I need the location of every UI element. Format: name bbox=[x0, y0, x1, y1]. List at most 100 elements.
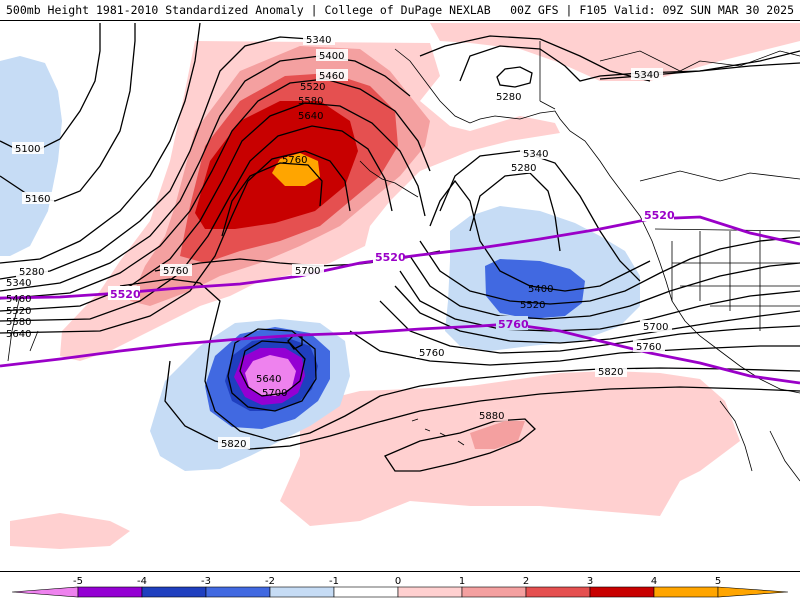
label-5640-top: 5640 bbox=[298, 111, 323, 122]
colorbar-segment bbox=[77, 586, 143, 598]
colorbar: -5 -4 -3 -2 -1 0 1 2 3 4 5 bbox=[0, 572, 800, 600]
label-5280-bering: 5280 bbox=[496, 92, 521, 103]
label-5460-top: 5460 bbox=[319, 71, 344, 82]
contour-5340-west bbox=[0, 36, 311, 280]
label-5700-east: 5700 bbox=[643, 322, 668, 333]
climo-label-5520-east: 5520 bbox=[644, 209, 675, 222]
contour-5760-inner bbox=[221, 162, 323, 237]
label-5520-gulf: 5520 bbox=[520, 300, 545, 311]
label-5400-gulf: 5400 bbox=[528, 284, 553, 295]
contour-east-5760 bbox=[349, 330, 800, 366]
label-5340-gulf: 5340 bbox=[523, 149, 548, 160]
colorbar-tick-label: 3 bbox=[587, 576, 593, 587]
label-5520-top: 5520 bbox=[300, 82, 325, 93]
colorbar-segment bbox=[589, 586, 655, 598]
label-5640-west: 5640 bbox=[6, 329, 31, 340]
label-5520-west: 5520 bbox=[6, 306, 31, 317]
colorbar-arrow-left bbox=[11, 586, 79, 598]
contour-gulf-1 bbox=[419, 35, 651, 82]
hawaii-islands bbox=[411, 418, 465, 446]
colorbar-tick-label: -1 bbox=[329, 576, 339, 587]
label-5760-mid: 5760 bbox=[163, 266, 188, 277]
contour-east-5700 bbox=[379, 300, 800, 354]
label-5760-ridge: 5760 bbox=[282, 155, 307, 166]
contour-labels: 5340 5400 5460 5520 5580 5640 5760 5100 … bbox=[6, 33, 672, 450]
positive-anomaly-light-pacific bbox=[280, 371, 740, 526]
map-panel: 5340 5400 5460 5520 5580 5640 5760 5100 … bbox=[0, 20, 800, 572]
negative-anomaly-light-west bbox=[0, 56, 62, 256]
colorbar-segments bbox=[11, 586, 789, 598]
colorbar-svg: -5 -4 -3 -2 -1 0 1 2 3 4 5 bbox=[11, 576, 789, 598]
colorbar-tick-label: -2 bbox=[265, 576, 275, 587]
contour-5820 bbox=[164, 360, 800, 450]
contour-gulf-5520 bbox=[409, 255, 800, 320]
contour-bering-low bbox=[496, 66, 533, 88]
contour-5580-west bbox=[0, 125, 393, 322]
label-5820-mid: 5820 bbox=[598, 367, 623, 378]
colorbar-tick-label: 1 bbox=[459, 576, 465, 587]
label-5340-top: 5340 bbox=[306, 35, 331, 46]
canada-border bbox=[539, 41, 556, 110]
state-borders bbox=[671, 231, 800, 331]
us-canada-border bbox=[654, 228, 800, 232]
label-5580-top: 5580 bbox=[298, 96, 323, 107]
colorbar-tick-labels: -5 -4 -3 -2 -1 0 1 2 3 4 5 bbox=[73, 576, 721, 587]
label-5340-west: 5340 bbox=[6, 278, 31, 289]
colorbar-segment bbox=[141, 586, 207, 598]
label-5460-west: 5460 bbox=[6, 294, 31, 305]
contour-5640-west bbox=[0, 150, 351, 334]
colorbar-segment bbox=[205, 586, 271, 598]
colorbar-segment bbox=[333, 586, 399, 598]
negative-anomaly-violet-low bbox=[245, 355, 296, 396]
contour-5400-west bbox=[0, 55, 411, 292]
colorbar-tick-label: 4 bbox=[651, 576, 657, 587]
contour-gulf-5400 bbox=[429, 179, 651, 292]
colorbar-tick-label: 0 bbox=[395, 576, 401, 587]
header: 500mb Height 1981-2010 Standardized Anom… bbox=[0, 0, 800, 20]
label-5100-west: 5100 bbox=[15, 144, 40, 155]
contour-5460-west bbox=[0, 78, 431, 300]
aleutian-islands bbox=[359, 160, 419, 198]
colorbar-tick-label: -4 bbox=[137, 576, 147, 587]
contour-low-5640 bbox=[239, 340, 306, 397]
label-5760-east: 5760 bbox=[636, 342, 661, 353]
label-5160-west: 5160 bbox=[25, 194, 50, 205]
positive-anomaly-pink-small bbox=[470, 421, 525, 449]
canada-northwest bbox=[599, 50, 800, 72]
kamchatka-coast bbox=[7, 295, 39, 362]
colorbar-tick-label: -3 bbox=[201, 576, 211, 587]
climatology-labels: 5520 5520 5520 5760 bbox=[108, 207, 675, 331]
colorbar-tick-label: 2 bbox=[523, 576, 529, 587]
label-5820-low: 5820 bbox=[221, 439, 246, 450]
colorbar-tick-label: 5 bbox=[715, 576, 721, 587]
climo-label-5520-mid: 5520 bbox=[375, 251, 406, 264]
height-contours bbox=[0, 22, 800, 472]
colorbar-segment bbox=[461, 586, 527, 598]
positive-anomaly-orange bbox=[272, 153, 320, 186]
positive-anomaly-light-sw bbox=[10, 513, 130, 549]
colorbar-arrow-right bbox=[717, 586, 789, 598]
model-valid-time: 00Z GFS | F105 Valid: 09Z SUN MAR 30 202… bbox=[510, 3, 794, 17]
chart-title: 500mb Height 1981-2010 Standardized Anom… bbox=[6, 3, 491, 17]
climo-label-5760-mid: 5760 bbox=[498, 318, 529, 331]
label-5580-west: 5580 bbox=[6, 317, 31, 328]
contour-gulf-5640 bbox=[394, 285, 800, 344]
label-5640-low: 5640 bbox=[256, 374, 281, 385]
climatology-5760 bbox=[0, 322, 800, 385]
contour-ne-5340 bbox=[599, 62, 800, 80]
alaska-coast bbox=[394, 48, 800, 394]
contour-gulf-5340 bbox=[439, 150, 641, 282]
contour-low-5700 bbox=[227, 328, 317, 412]
label-5280-west: 5280 bbox=[19, 267, 44, 278]
label-5760-low: 5760 bbox=[419, 348, 444, 359]
anomaly-map: 5340 5400 5460 5520 5580 5640 5760 5100 … bbox=[0, 21, 800, 571]
contour-gulf-5460 bbox=[419, 236, 800, 305]
label-5880-high: 5880 bbox=[479, 411, 504, 422]
climo-label-5520-west: 5520 bbox=[110, 288, 141, 301]
contour-gulf-5580 bbox=[399, 270, 800, 332]
label-5280-gulf: 5280 bbox=[511, 163, 536, 174]
label-5400-top: 5400 bbox=[319, 51, 344, 62]
label-5340-ne: 5340 bbox=[634, 70, 659, 81]
colorbar-segment bbox=[397, 586, 463, 598]
